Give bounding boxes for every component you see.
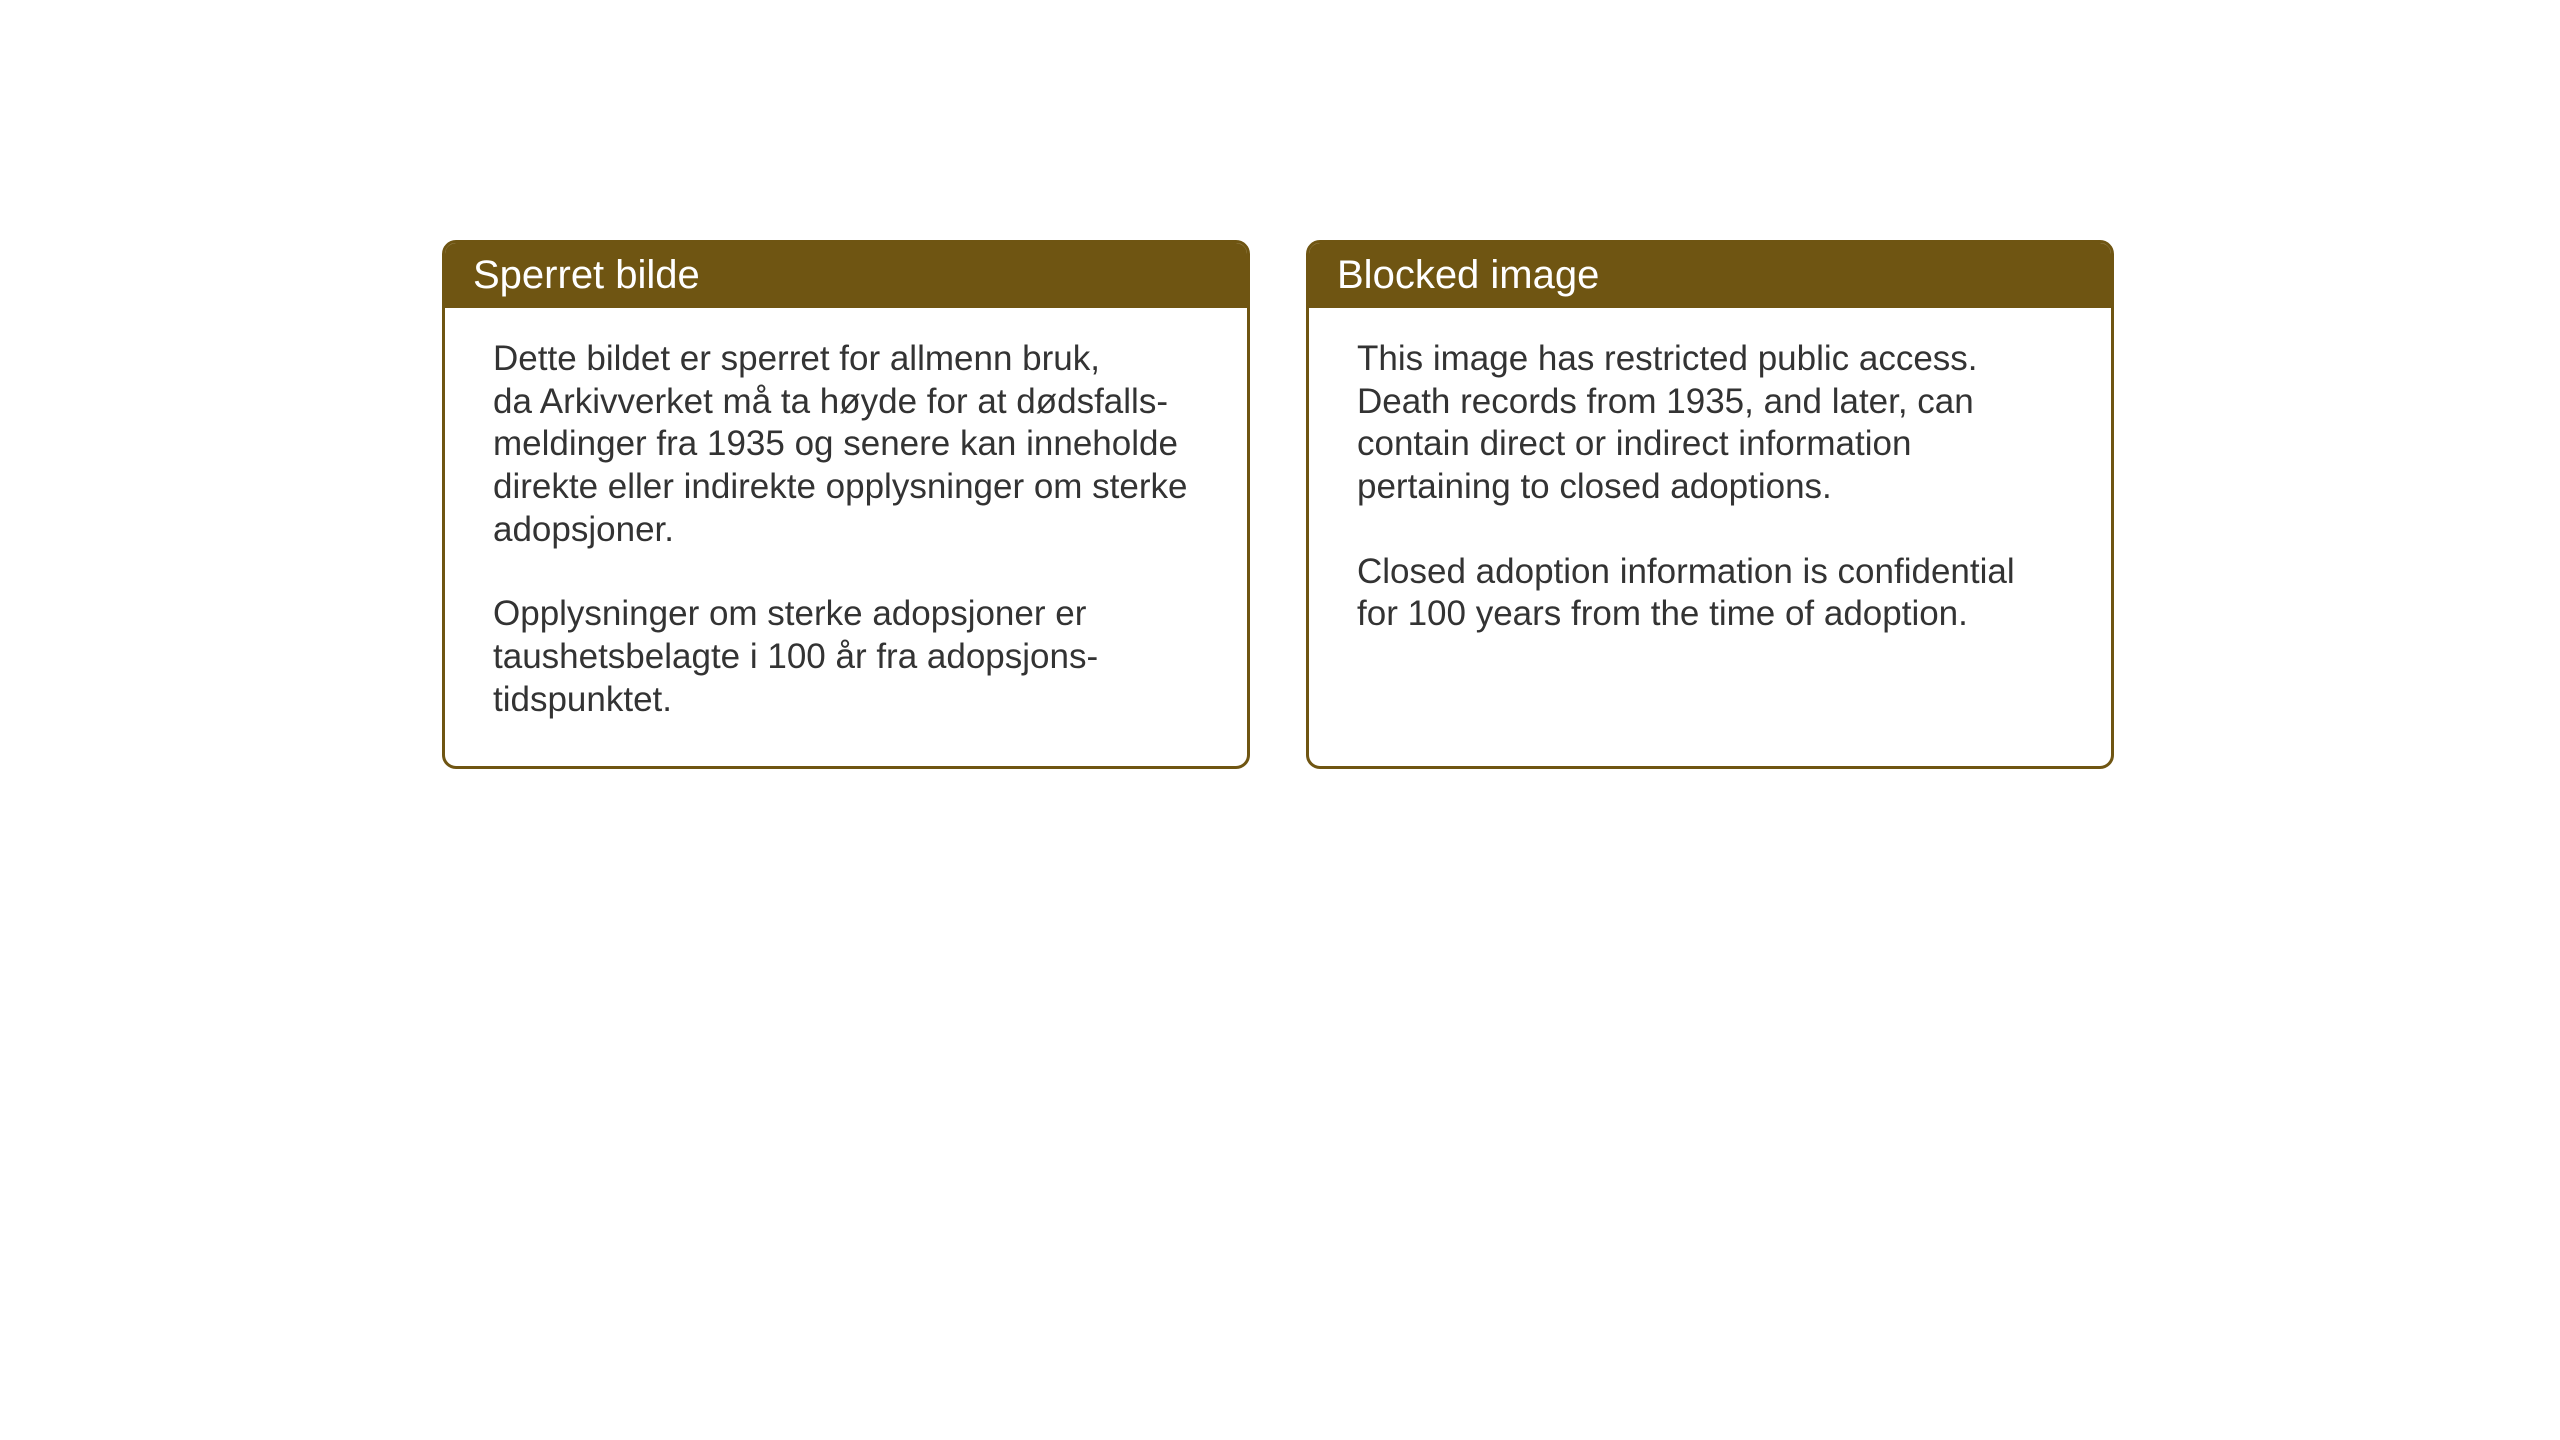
norwegian-card-header: Sperret bilde xyxy=(445,243,1247,308)
norwegian-paragraph-2: Opplysninger om sterke adopsjoner er tau… xyxy=(493,593,1199,721)
english-card-title: Blocked image xyxy=(1337,253,1599,297)
notice-cards-container: Sperret bilde Dette bildet er sperret fo… xyxy=(442,240,2114,769)
norwegian-notice-card: Sperret bilde Dette bildet er sperret fo… xyxy=(442,240,1250,769)
norwegian-card-title: Sperret bilde xyxy=(473,253,700,297)
english-notice-card: Blocked image This image has restricted … xyxy=(1306,240,2114,769)
english-card-header: Blocked image xyxy=(1309,243,2111,308)
english-card-body: This image has restricted public access.… xyxy=(1309,308,2111,748)
english-paragraph-1: This image has restricted public access.… xyxy=(1357,338,2063,509)
english-paragraph-2: Closed adoption information is confident… xyxy=(1357,551,2063,636)
norwegian-card-body: Dette bildet er sperret for allmenn bruk… xyxy=(445,308,1247,766)
norwegian-paragraph-1: Dette bildet er sperret for allmenn bruk… xyxy=(493,338,1199,551)
